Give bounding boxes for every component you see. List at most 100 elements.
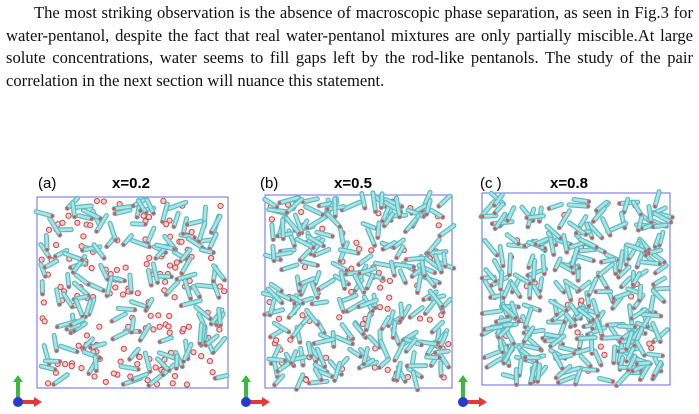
hydroxyl-group <box>55 349 59 353</box>
hydroxyl-group <box>422 298 426 302</box>
hydroxyl-group <box>197 239 201 243</box>
pentanol-rod-core <box>74 299 84 318</box>
pentanol-rod-core <box>39 262 47 278</box>
water-molecule <box>156 323 163 330</box>
hydroxyl-group <box>95 229 99 233</box>
water-molecule <box>183 381 191 388</box>
hydroxyl-group <box>565 250 569 254</box>
hydroxyl-group <box>344 268 349 272</box>
pentanol-rod-core <box>575 336 597 340</box>
pentanol-rod-core <box>592 207 606 223</box>
pentanol-rod-core <box>45 234 49 251</box>
pentanol-rod-core <box>579 367 599 372</box>
hydroxyl-group <box>204 343 208 347</box>
pentanol-rod-core <box>131 222 147 226</box>
pentanol-rod-core <box>295 237 315 249</box>
pentanol-rod-core <box>305 309 320 326</box>
water-molecule <box>75 342 82 349</box>
pentanol-rod-core <box>549 334 566 348</box>
pentanol-rod-core <box>211 337 227 354</box>
hydroxyl-group <box>357 366 361 370</box>
panel-label: (b) <box>260 175 278 192</box>
hydroxyl-group <box>151 211 156 215</box>
hydroxyl-group <box>298 289 302 293</box>
hydroxyl-group <box>178 259 183 263</box>
water-molecule <box>445 340 452 348</box>
hydroxyl-group <box>111 337 115 341</box>
water-molecule <box>162 278 169 285</box>
hydroxyl-group <box>441 310 445 315</box>
hydroxyl-group <box>97 356 102 360</box>
water-molecule <box>299 312 306 319</box>
hydroxyl-group <box>430 330 434 334</box>
hydroxyl-group <box>543 339 547 343</box>
hydroxyl-group <box>489 283 494 288</box>
hydroxyl-group <box>332 344 336 349</box>
hydroxyl-group <box>576 278 580 283</box>
pentanol-rod-core <box>434 349 450 354</box>
hydroxyl-group <box>403 281 408 285</box>
water-molecule <box>57 283 64 291</box>
pentanol-rod-core <box>579 238 598 249</box>
hydroxyl-group <box>144 308 148 313</box>
hydroxyl-group <box>167 368 171 373</box>
pentanol-rod-core <box>194 305 212 321</box>
hydroxyl-group <box>591 219 595 223</box>
hydroxyl-group <box>605 323 609 327</box>
pentanol-rod-core <box>641 312 663 318</box>
hydroxyl-group <box>575 337 579 341</box>
hydroxyl-group <box>412 265 416 269</box>
hydroxyl-group <box>599 363 603 367</box>
hydroxyl-group <box>180 271 184 275</box>
hydroxyl-group <box>624 262 628 267</box>
pentanol-rod-core <box>534 237 549 246</box>
hydroxyl-group <box>538 347 542 351</box>
water-molecule <box>302 376 310 384</box>
pentanol-rod-core <box>418 340 440 346</box>
pentanol-rod-core <box>499 270 504 291</box>
hydroxyl-group <box>643 249 647 253</box>
pentanol-rod-core <box>290 350 298 365</box>
hydroxyl-group <box>439 374 443 378</box>
pentanol-rod-core <box>192 285 201 298</box>
pentanol-rod-core <box>183 279 192 300</box>
hydroxyl-group <box>564 308 568 312</box>
pentanol-rod-core <box>635 340 646 357</box>
hydroxyl-group <box>87 372 91 376</box>
pentanol-rod-core <box>601 217 612 237</box>
hydroxyl-group <box>611 306 615 310</box>
hydroxyl-group <box>356 251 360 255</box>
hydroxyl-group <box>600 236 604 240</box>
hydroxyl-group <box>516 242 520 246</box>
axis-x <box>248 400 264 404</box>
pentanol-rod-core <box>119 365 140 371</box>
hydroxyl-group <box>174 366 178 370</box>
pentanol-rod-core <box>65 323 81 331</box>
pentanol-rod-core <box>285 216 301 235</box>
pentanol-rod-core <box>99 264 109 281</box>
hydroxyl-group <box>397 215 402 219</box>
hydroxyl-group <box>554 243 558 247</box>
pentanol-rod-core <box>298 248 311 262</box>
axis-y-head <box>458 375 468 382</box>
hydroxyl-group <box>502 361 506 365</box>
pentanol-rod-core <box>113 208 132 216</box>
hydroxyl-group <box>121 382 125 386</box>
hydroxyl-group <box>278 257 283 262</box>
hydroxyl-group <box>353 289 357 293</box>
pentanol-rod-core <box>653 234 661 249</box>
hydroxyl-group <box>72 215 77 219</box>
pentanol-rod-core <box>485 357 502 369</box>
pentanol-rod-core <box>481 214 498 218</box>
pentanol-rod-core <box>333 197 337 218</box>
hydroxyl-group <box>501 350 505 354</box>
pentanol-rod-core <box>404 256 425 261</box>
pentanol-rod-core <box>204 334 219 347</box>
hydroxyl-group <box>361 332 365 336</box>
water-molecule <box>169 380 176 387</box>
pentanol-rod-core <box>532 285 542 299</box>
pentanol-rod-core <box>522 326 535 343</box>
water-molecule <box>368 247 375 254</box>
hydroxyl-group <box>298 258 302 262</box>
hydroxyl-group <box>569 298 573 302</box>
